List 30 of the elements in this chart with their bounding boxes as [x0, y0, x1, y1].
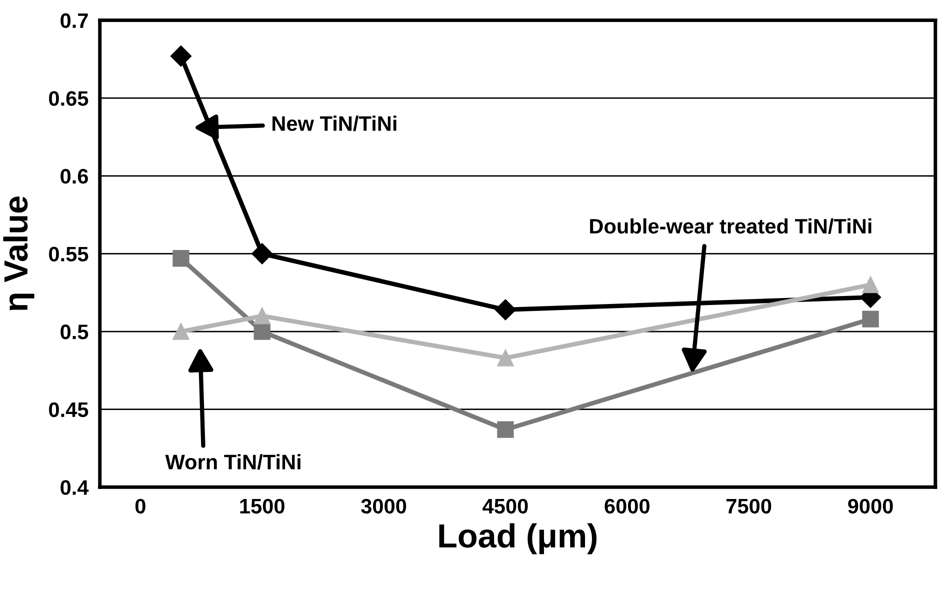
- annotation: Double-wear treated TiN/TiNi: [590, 218, 872, 234]
- x-axis-title: Load (μm): [439, 523, 597, 554]
- x-tick-label: 3000: [361, 498, 406, 514]
- y-tick-label: 0.55: [49, 246, 88, 262]
- point: [254, 308, 270, 324]
- point: [254, 323, 270, 340]
- x-tick-label: 1500: [240, 498, 284, 514]
- y-tick-label: 0.65: [49, 91, 88, 106]
- y-tick-label: 0.6: [60, 168, 88, 184]
- x-tick-label: 9000: [848, 498, 893, 514]
- point: [497, 421, 514, 438]
- y-tick-label: 0.5: [60, 324, 88, 340]
- point: [170, 46, 192, 67]
- point: [494, 299, 516, 320]
- x-tick-label: 4500: [482, 498, 528, 514]
- point: [172, 323, 190, 340]
- point: [862, 310, 879, 328]
- y-tick-label: 0.45: [49, 402, 88, 418]
- point: [497, 350, 514, 366]
- x-tick-label: 6000: [604, 498, 650, 514]
- x-tick-label: 7500: [726, 498, 772, 514]
- point: [862, 276, 879, 294]
- y-tick-label: 0.4: [60, 480, 89, 495]
- y-tick-label: 0.7: [60, 13, 88, 28]
- point: [172, 250, 190, 267]
- annotation: New TiN/TiNi: [272, 116, 396, 132]
- x-tick-label: 0: [135, 498, 146, 514]
- y-axis-title: η Value: [3, 196, 34, 310]
- annotation: Worn TiN/TiNi: [165, 454, 300, 470]
- point: [252, 243, 273, 264]
